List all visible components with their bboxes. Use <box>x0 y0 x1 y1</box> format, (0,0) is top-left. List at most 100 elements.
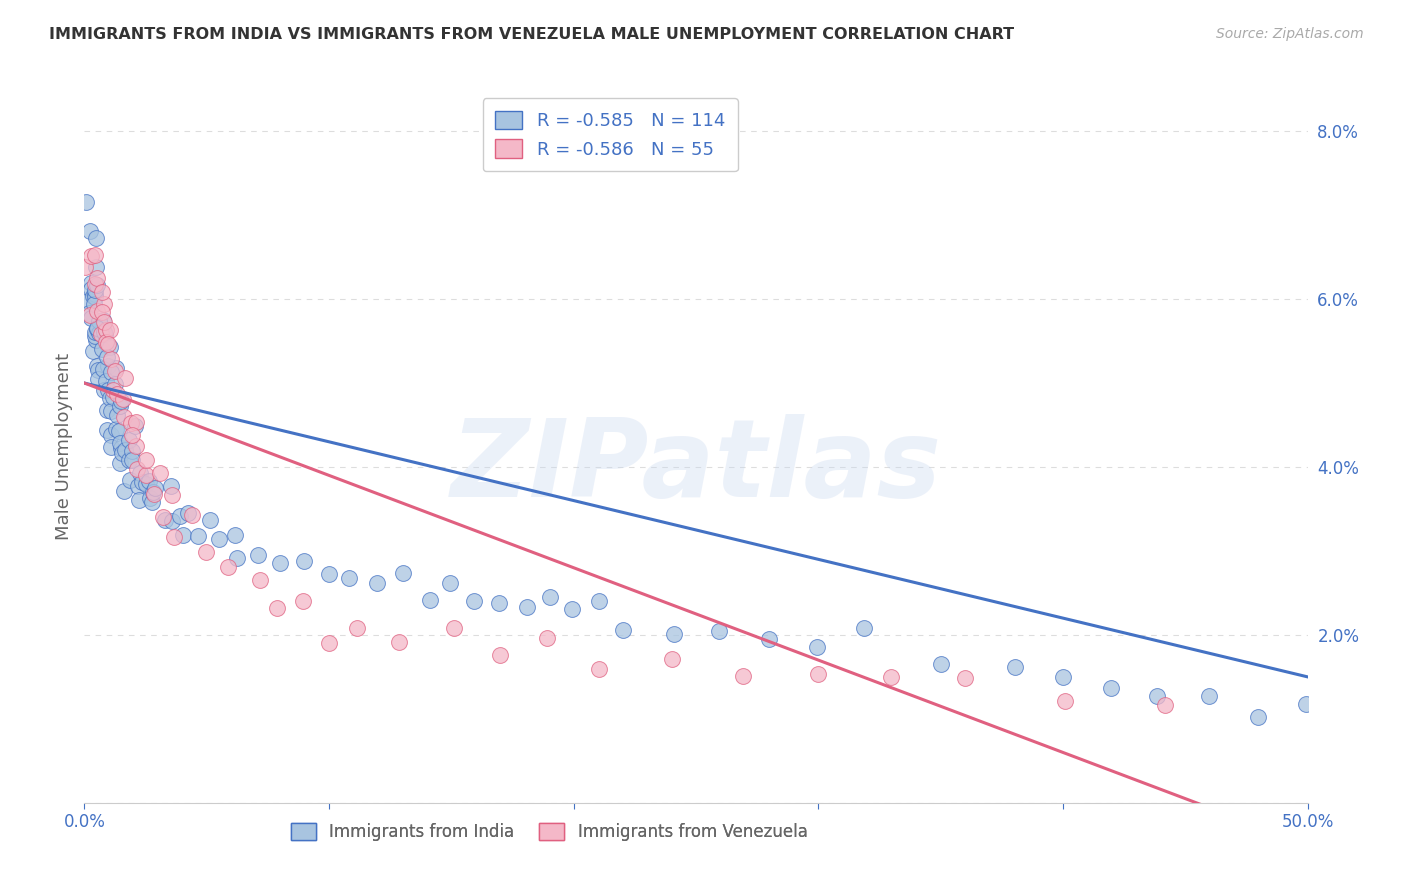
Point <box>463 594 485 608</box>
Point <box>955 671 977 685</box>
Point <box>84 248 107 262</box>
Point <box>73 260 96 275</box>
Point <box>108 436 131 450</box>
Point <box>177 506 200 520</box>
Point <box>538 590 561 604</box>
Point <box>127 479 149 493</box>
Point <box>392 566 415 580</box>
Point <box>125 439 148 453</box>
Point <box>86 271 108 285</box>
Point <box>91 285 114 299</box>
Point <box>86 230 108 244</box>
Point <box>852 621 875 635</box>
Point <box>249 573 271 587</box>
Point <box>86 359 108 373</box>
Point <box>97 337 120 351</box>
Point <box>100 440 122 454</box>
Point <box>1295 697 1317 711</box>
Point <box>195 545 218 559</box>
Point <box>200 513 222 527</box>
Point <box>733 669 755 683</box>
Text: IMMIGRANTS FROM INDIA VS IMMIGRANTS FROM VENEZUELA MALE UNEMPLOYMENT CORRELATION: IMMIGRANTS FROM INDIA VS IMMIGRANTS FROM… <box>49 27 1014 42</box>
Point <box>318 567 340 582</box>
Point <box>98 391 121 405</box>
Point <box>1052 670 1074 684</box>
Point <box>91 342 114 356</box>
Point <box>125 415 148 429</box>
Point <box>94 334 117 349</box>
Point <box>86 363 108 377</box>
Point <box>96 403 118 417</box>
Point <box>142 487 165 501</box>
Point <box>1146 690 1168 704</box>
Point <box>77 293 100 308</box>
Point <box>269 556 291 570</box>
Point <box>1153 698 1175 712</box>
Point <box>142 485 165 500</box>
Point <box>141 495 163 509</box>
Point <box>80 249 103 263</box>
Point <box>86 277 108 292</box>
Point <box>82 289 104 303</box>
Point <box>110 393 132 408</box>
Point <box>807 667 830 681</box>
Point <box>758 632 780 646</box>
Point <box>93 325 115 339</box>
Point <box>1053 693 1076 707</box>
Point <box>100 365 122 379</box>
Point <box>292 553 315 567</box>
Point <box>110 441 132 455</box>
Point <box>84 291 107 305</box>
Point <box>588 662 610 676</box>
Point <box>131 475 153 490</box>
Point <box>79 224 101 238</box>
Point <box>162 514 184 528</box>
Point <box>118 473 141 487</box>
Point <box>612 623 634 637</box>
Point <box>79 309 101 323</box>
Point <box>101 390 124 404</box>
Point <box>90 327 112 342</box>
Point <box>169 509 191 524</box>
Point <box>111 446 134 460</box>
Point <box>111 392 134 406</box>
Point <box>662 627 685 641</box>
Point <box>87 372 110 386</box>
Point <box>89 326 111 341</box>
Point <box>162 488 184 502</box>
Point <box>121 453 143 467</box>
Point <box>135 467 157 482</box>
Point <box>139 491 162 505</box>
Point <box>806 640 828 655</box>
Point <box>84 260 107 275</box>
Text: ZIPatlas: ZIPatlas <box>450 415 942 520</box>
Point <box>318 636 340 650</box>
Point <box>124 418 146 433</box>
Point <box>152 510 174 524</box>
Point <box>96 351 118 365</box>
Point <box>83 283 105 297</box>
Point <box>100 428 122 442</box>
Point <box>516 599 538 614</box>
Point <box>443 621 465 635</box>
Point <box>104 361 127 376</box>
Point <box>86 304 108 318</box>
Point <box>77 306 100 320</box>
Point <box>120 416 142 430</box>
Point <box>588 594 610 608</box>
Point <box>114 442 136 457</box>
Point <box>246 548 269 562</box>
Point <box>105 386 128 401</box>
Point <box>121 443 143 458</box>
Point <box>337 571 360 585</box>
Point <box>82 343 104 358</box>
Point <box>181 508 204 522</box>
Point <box>1099 681 1122 696</box>
Point <box>93 315 115 329</box>
Point <box>439 576 461 591</box>
Point <box>661 652 683 666</box>
Point <box>83 277 105 291</box>
Point <box>880 670 903 684</box>
Point <box>91 305 114 319</box>
Text: Source: ZipAtlas.com: Source: ZipAtlas.com <box>1216 27 1364 41</box>
